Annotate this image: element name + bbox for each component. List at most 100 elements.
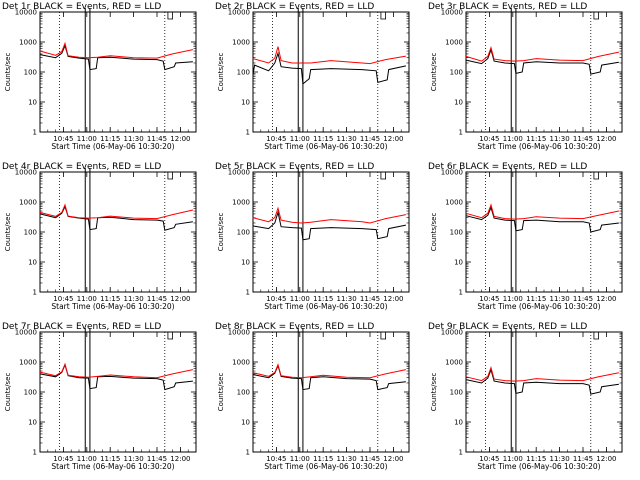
x-tick-label: 11:45: [147, 135, 167, 143]
y-tick-label: 10000: [228, 329, 250, 337]
x-axis-label: Start Time (06-May-06 10:30:20): [477, 142, 600, 151]
y-tick-label: 10: [28, 259, 37, 267]
interval-bracket: [167, 172, 174, 180]
lld-series-line: [252, 206, 406, 224]
x-tick-label: 11:45: [360, 295, 380, 303]
y-tick-label: 10000: [228, 169, 250, 177]
panel-det-8: Det 8r BLACK = Events, RED = LLD 1 10 100 10…: [215, 322, 410, 471]
x-tick-label: 11:00: [77, 455, 97, 463]
x-tick-label: 11:00: [503, 295, 523, 303]
x-tick-label: 11:00: [77, 295, 97, 303]
plot-frame: [39, 171, 197, 293]
x-axis-label: Start Time (06-May-06 10:30:20): [477, 462, 600, 471]
lld-series-line: [252, 363, 407, 379]
lld-series-line: [252, 46, 406, 65]
y-axis-label: Counts/sec: [430, 373, 438, 412]
panel-title: Det 7r BLACK = Events, RED = LLD: [2, 322, 161, 332]
x-tick-label: 11:00: [77, 135, 97, 143]
x-tick-label: 12:00: [170, 455, 190, 463]
y-tick-label: 10: [28, 99, 37, 107]
y-tick-label: 1: [459, 289, 463, 297]
y-tick-label: 10000: [228, 9, 250, 17]
lld-series-line: [39, 362, 194, 379]
x-tick-label: 10:45: [53, 455, 73, 463]
y-tick-label: 1: [246, 129, 250, 137]
y-tick-label: 1000: [232, 39, 250, 47]
y-tick-label: 100: [450, 229, 463, 237]
x-tick-label: 10:45: [479, 135, 499, 143]
panel-det-1: Det 1r BLACK = Events, RED = LLD 1 10 100 10…: [2, 2, 197, 151]
y-tick-label: 1000: [19, 359, 37, 367]
x-tick-label: 11:30: [550, 295, 570, 303]
y-tick-label: 10: [241, 99, 250, 107]
interval-bracket: [167, 332, 174, 340]
x-tick-label: 11:15: [313, 135, 333, 143]
panel-title: Det 5r BLACK = Events, RED = LLD: [215, 162, 374, 172]
x-tick-label: 11:30: [124, 135, 144, 143]
x-axis-label: Start Time (06-May-06 10:30:20): [51, 462, 174, 471]
lld-series-line: [465, 203, 620, 220]
interval-bracket: [380, 332, 387, 340]
x-axis-label: Start Time (06-May-06 10:30:20): [477, 302, 600, 311]
y-tick-label: 10: [454, 99, 463, 107]
y-tick-label: 1: [459, 449, 463, 457]
panel-title: Det 4r BLACK = Events, RED = LLD: [2, 162, 161, 172]
y-axis-label: Counts/sec: [217, 213, 225, 252]
x-axis-label: Start Time (06-May-06 10:30:20): [264, 302, 387, 311]
y-axis-label: Counts/sec: [4, 213, 12, 252]
panel-title: Det 1r BLACK = Events, RED = LLD: [2, 2, 161, 12]
y-tick-label: 1000: [19, 39, 37, 47]
x-tick-label: 11:15: [526, 455, 546, 463]
events-series-line: [39, 44, 193, 71]
y-tick-label: 1: [33, 129, 37, 137]
y-tick-label: 10000: [15, 9, 37, 17]
panel-title: Det 3r BLACK = Events, RED = LLD: [428, 2, 587, 12]
x-axis-label: Start Time (06-May-06 10:30:20): [264, 142, 387, 151]
y-tick-label: 100: [24, 389, 37, 397]
x-tick-label: 12:00: [383, 455, 403, 463]
y-tick-label: 1000: [445, 359, 463, 367]
panel-det-6: Det 6r BLACK = Events, RED = LLD 1 10 100 10…: [428, 162, 623, 311]
y-tick-label: 10000: [15, 329, 37, 337]
y-tick-label: 1: [33, 449, 37, 457]
y-tick-label: 100: [237, 229, 250, 237]
y-tick-label: 100: [237, 69, 250, 77]
panel-det-3: Det 3r BLACK = Events, RED = LLD 1 10 100 10…: [428, 2, 623, 151]
x-tick-label: 10:45: [479, 295, 499, 303]
interval-bracket: [593, 12, 599, 20]
x-tick-label: 10:45: [266, 295, 286, 303]
events-series-line: [252, 210, 406, 241]
x-tick-label: 11:00: [290, 295, 310, 303]
x-tick-label: 10:45: [266, 455, 286, 463]
x-tick-label: 11:15: [313, 455, 333, 463]
x-tick-label: 11:30: [550, 135, 570, 143]
panel-title: Det 8r BLACK = Events, RED = LLD: [215, 322, 374, 332]
y-tick-label: 100: [450, 69, 463, 77]
panel-det-4: Det 4r BLACK = Events, RED = LLD 1 10 100 10…: [2, 162, 197, 311]
y-tick-label: 1000: [445, 199, 463, 207]
x-tick-label: 11:45: [147, 455, 167, 463]
x-tick-label: 12:00: [596, 135, 616, 143]
events-series-line: [39, 205, 193, 231]
y-axis-label: Counts/sec: [430, 53, 438, 92]
x-tick-label: 11:30: [337, 135, 357, 143]
y-tick-label: 1: [459, 129, 463, 137]
lld-series-line: [465, 45, 620, 62]
y-tick-label: 100: [237, 389, 250, 397]
y-tick-label: 10: [241, 419, 250, 427]
x-tick-label: 11:30: [550, 455, 570, 463]
plot-frame: [39, 11, 197, 133]
y-tick-label: 10: [454, 259, 463, 267]
x-tick-label: 10:45: [479, 455, 499, 463]
x-tick-label: 11:15: [313, 295, 333, 303]
y-axis-label: Counts/sec: [4, 53, 12, 92]
panel-title: Det 6r BLACK = Events, RED = LLD: [428, 162, 587, 172]
x-tick-label: 11:30: [337, 455, 357, 463]
y-tick-label: 1000: [445, 39, 463, 47]
x-tick-label: 11:15: [100, 455, 120, 463]
events-series-line: [252, 51, 407, 85]
panel-det-9: Det 9r BLACK = Events, RED = LLD 1 10 100 10…: [428, 322, 623, 471]
x-tick-label: 11:45: [147, 295, 167, 303]
panel-det-7: Det 7r BLACK = Events, RED = LLD 1 10 100 10…: [2, 322, 197, 471]
